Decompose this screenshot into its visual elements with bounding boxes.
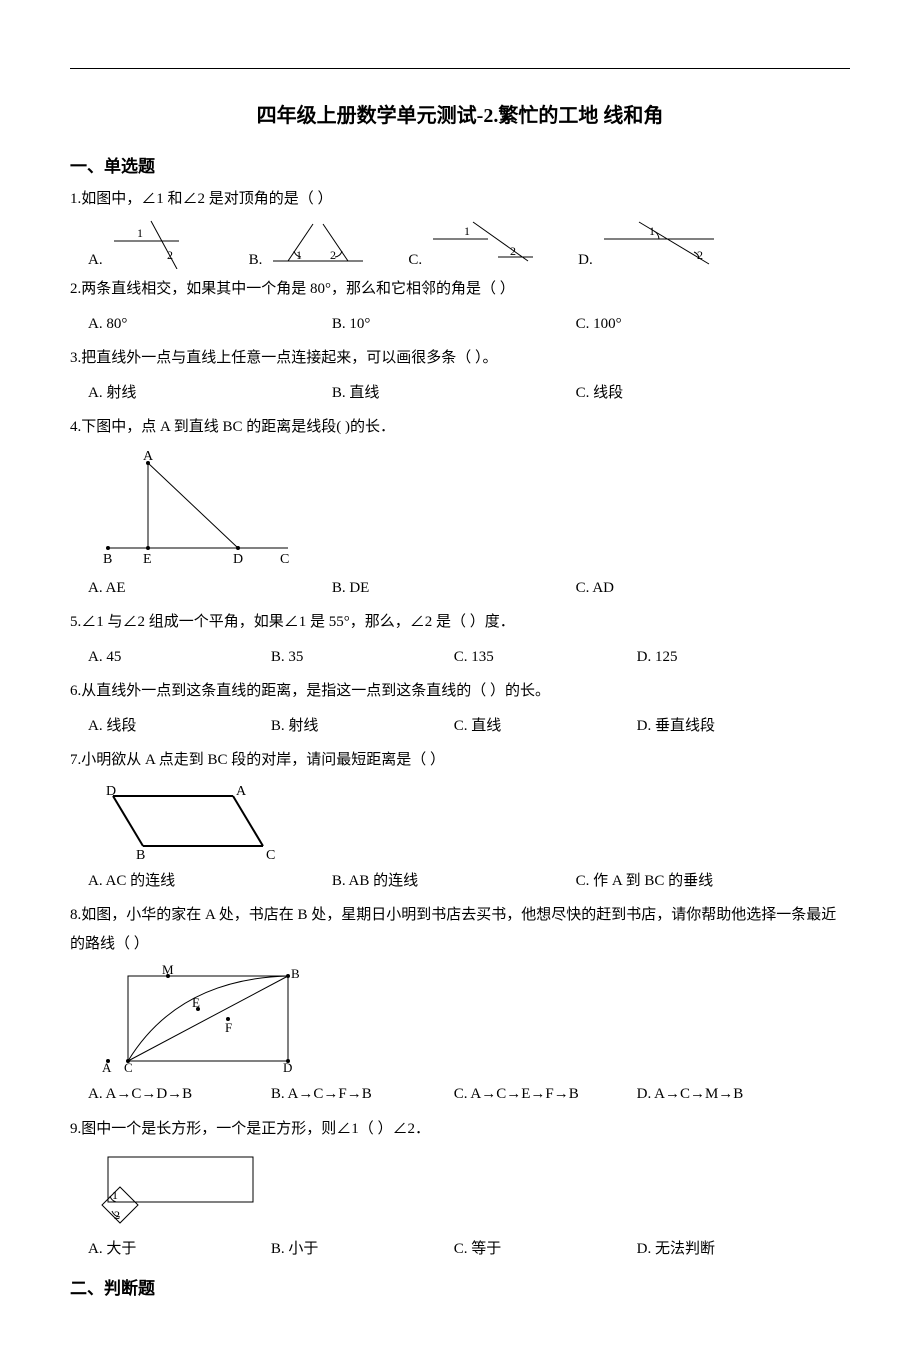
q4-figure: A B E D C	[98, 448, 850, 568]
q5-options: A. 45 B. 35 C. 135 D. 125	[88, 643, 850, 672]
svg-text:B: B	[136, 848, 145, 861]
q1-options: A. 1 2 B. 1 2 C.	[88, 219, 850, 269]
svg-text:B: B	[103, 552, 112, 567]
q3-opt-c: C. 线段	[576, 379, 820, 408]
page: 四年级上册数学单元测试-2.繁忙的工地 线和角 一、单选题 1.如图中，∠1 和…	[0, 0, 920, 1347]
q1-opt-c: C. 1 2	[408, 219, 538, 269]
q5-opt-a: A. 45	[88, 643, 271, 672]
q8-stem: 8.如图，小华的家在 A 处，书店在 B 处，星期日小明到书店去买书，他想尽快的…	[70, 901, 850, 958]
q9-options: A. 大于 B. 小于 C. 等于 D. 无法判断	[88, 1235, 850, 1264]
q2-options: A. 80° B. 10° C. 100°	[88, 310, 850, 339]
svg-text:2: 2	[167, 248, 173, 262]
svg-text:C: C	[280, 552, 289, 567]
q7-opt-c: C. 作 A 到 BC 的垂线	[576, 867, 820, 896]
q1-fig-d: 1 2	[599, 219, 719, 269]
svg-text:A: A	[236, 784, 247, 799]
q7-figure: D A B C	[98, 781, 850, 861]
q7-options: A. AC 的连线 B. AB 的连线 C. 作 A 到 BC 的垂线	[88, 867, 850, 896]
q6-opt-a: A. 线段	[88, 712, 271, 741]
svg-text:B: B	[291, 966, 300, 981]
q6-opt-d: D. 垂直线段	[637, 712, 820, 741]
q6-opt-c: C. 直线	[454, 712, 637, 741]
q3-opt-b: B. 直线	[332, 379, 576, 408]
q2-opt-c: C. 100°	[576, 310, 820, 339]
q6-opt-b: B. 射线	[271, 712, 454, 741]
q1-opt-b: B. 1 2	[249, 219, 369, 269]
q9-opt-c: C. 等于	[454, 1235, 637, 1264]
q9-stem: 9.图中一个是长方形，一个是正方形，则∠1（ ）∠2．	[70, 1115, 850, 1144]
svg-text:2: 2	[510, 244, 516, 258]
q1-opt-d-label: D.	[578, 252, 593, 269]
q3-options: A. 射线 B. 直线 C. 线段	[88, 379, 850, 408]
svg-text:1: 1	[137, 226, 143, 240]
svg-text:D: D	[233, 552, 243, 567]
q9-opt-d: D. 无法判断	[637, 1235, 820, 1264]
top-rule	[70, 68, 850, 69]
q1-fig-b: 1 2	[268, 219, 368, 269]
q6-stem: 6.从直线外一点到这条直线的距离，是指这一点到这条直线的（ ）的长。	[70, 677, 850, 706]
q1-opt-a: A. 1 2	[88, 219, 209, 269]
q3-stem: 3.把直线外一点与直线上任意一点连接起来，可以画很多条（ ）。	[70, 344, 850, 373]
q7-stem: 7.小明欲从 A 点走到 BC 段的对岸，请问最短距离是（ ）	[70, 746, 850, 775]
svg-text:A: A	[143, 449, 154, 464]
q8-opt-c: C. A→C→E→F→B	[454, 1080, 637, 1109]
q5-opt-c: C. 135	[454, 643, 637, 672]
q9-opt-a: A. 大于	[88, 1235, 271, 1264]
q8-opt-d: D. A→C→M→B	[637, 1080, 820, 1109]
svg-text:C: C	[124, 1060, 133, 1074]
svg-text:2: 2	[330, 248, 336, 262]
page-title: 四年级上册数学单元测试-2.繁忙的工地 线和角	[70, 99, 850, 128]
q3-opt-a: A. 射线	[88, 379, 332, 408]
svg-text:D: D	[283, 1060, 292, 1074]
q8-opt-a: A. A→C→D→B	[88, 1080, 271, 1109]
section-2-heading: 二、判断题	[70, 1274, 850, 1299]
q1-fig-a: 1 2	[109, 219, 209, 269]
q2-opt-b: B. 10°	[332, 310, 576, 339]
svg-text:C: C	[266, 848, 275, 861]
q9-figure: 1 2	[98, 1149, 850, 1229]
section-1-heading: 一、单选题	[70, 152, 850, 177]
q5-stem: 5.∠1 与∠2 组成一个平角，如果∠1 是 55°，那么，∠2 是（ ）度．	[70, 608, 850, 637]
q7-opt-b: B. AB 的连线	[332, 867, 576, 896]
q1-opt-a-label: A.	[88, 252, 103, 269]
q2-stem: 2.两条直线相交，如果其中一个角是 80°，那么和它相邻的角是（ ）	[70, 275, 850, 304]
svg-text:E: E	[192, 995, 200, 1010]
q4-stem: 4.下图中，点 A 到直线 BC 的距离是线段( )的长．	[70, 413, 850, 442]
q1-stem: 1.如图中，∠1 和∠2 是对顶角的是（ ）	[70, 185, 850, 214]
q1-opt-b-label: B.	[249, 252, 263, 269]
q5-opt-d: D. 125	[637, 643, 820, 672]
q2-opt-a: A. 80°	[88, 310, 332, 339]
svg-text:E: E	[143, 552, 152, 567]
q4-opt-c: C. AD	[576, 574, 820, 603]
q4-options: A. AE B. DE C. AD	[88, 574, 850, 603]
q4-opt-a: A. AE	[88, 574, 332, 603]
svg-text:M: M	[162, 964, 174, 977]
svg-text:A: A	[102, 1060, 112, 1074]
q4-opt-b: B. DE	[332, 574, 576, 603]
svg-text:F: F	[225, 1020, 232, 1035]
q8-figure: A C D B M E F	[98, 964, 850, 1074]
q7-opt-a: A. AC 的连线	[88, 867, 332, 896]
q1-opt-c-label: C.	[408, 252, 422, 269]
svg-text:D: D	[106, 784, 116, 799]
q1-fig-c: 1 2	[428, 219, 538, 269]
q9-opt-b: B. 小于	[271, 1235, 454, 1264]
svg-text:1: 1	[464, 224, 470, 238]
q1-opt-d: D. 1 2	[578, 219, 719, 269]
q6-options: A. 线段 B. 射线 C. 直线 D. 垂直线段	[88, 712, 850, 741]
q8-options: A. A→C→D→B B. A→C→F→B C. A→C→E→F→B D. A→…	[88, 1080, 850, 1109]
q5-opt-b: B. 35	[271, 643, 454, 672]
q8-opt-b: B. A→C→F→B	[271, 1080, 454, 1109]
